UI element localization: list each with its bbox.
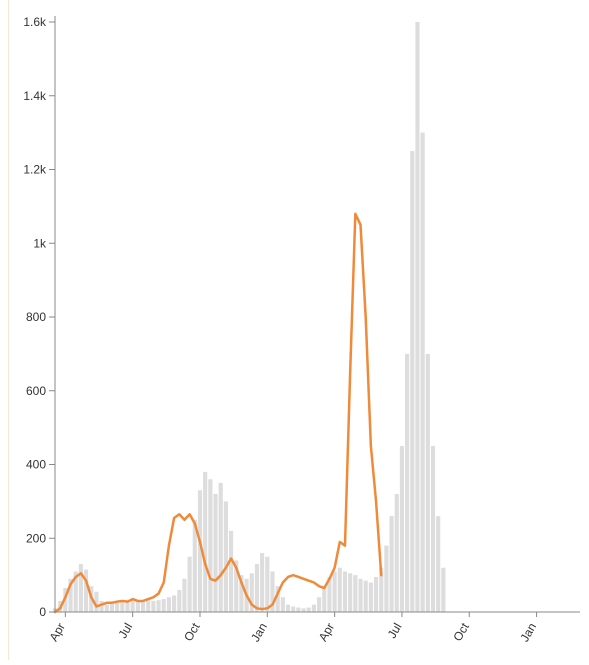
y-tick-label: 1.4k: [23, 89, 47, 103]
bar: [260, 553, 265, 612]
bar: [291, 606, 296, 612]
bar: [120, 601, 125, 612]
bar: [384, 545, 389, 613]
x-tick-label: Apr: [316, 621, 337, 644]
bar: [394, 494, 399, 612]
bar: [353, 575, 358, 613]
line-path: [53, 212, 383, 614]
bar: [166, 597, 171, 612]
bar: [218, 482, 223, 612]
bar: [368, 582, 373, 612]
bar: [187, 556, 192, 612]
bar-series: [52, 22, 446, 613]
bar: [415, 22, 420, 612]
bar: [441, 567, 446, 612]
y-tick-label: 1.2k: [23, 163, 47, 177]
line-series: [53, 212, 383, 614]
bar: [280, 597, 285, 612]
bar: [234, 560, 239, 613]
bar: [104, 604, 109, 613]
bar: [285, 604, 291, 613]
bar: [203, 471, 208, 613]
bar: [115, 602, 120, 612]
bar: [399, 446, 405, 612]
left-border-rule: [8, 0, 9, 660]
bar: [156, 600, 161, 612]
x-tick-label: Jul: [385, 621, 405, 641]
y-tick-label: 1.6k: [23, 15, 47, 29]
bar: [348, 573, 353, 612]
bar: [125, 600, 130, 612]
bar: [197, 490, 203, 612]
bar: [161, 599, 166, 612]
y-tick-label: 0: [39, 605, 46, 619]
bar: [296, 607, 301, 612]
bar: [135, 600, 140, 612]
bar: [239, 575, 244, 613]
bar: [405, 353, 410, 613]
bar: [317, 597, 322, 612]
bar: [172, 595, 177, 612]
bar: [228, 530, 234, 613]
bar: [358, 578, 363, 612]
bar: [275, 586, 280, 612]
bar: [373, 576, 379, 612]
x-tick-label: Oct: [181, 620, 203, 644]
y-tick-label: 1k: [33, 236, 47, 250]
bar: [254, 564, 260, 612]
y-tick-label: 600: [26, 384, 46, 398]
bar: [146, 599, 151, 612]
bar: [425, 353, 430, 613]
bar: [213, 494, 218, 612]
x-tick-label: Jan: [517, 621, 539, 645]
bar: [327, 576, 332, 612]
x-tick-label: Jul: [115, 621, 135, 641]
bar: [306, 607, 311, 612]
bar: [363, 580, 368, 612]
bar: [430, 446, 436, 612]
bar: [322, 586, 327, 612]
bar: [270, 571, 275, 612]
x-tick-label: Apr: [46, 621, 67, 644]
bar: [311, 604, 316, 613]
bar: [301, 608, 306, 612]
bar: [177, 589, 182, 613]
bar: [109, 603, 115, 612]
bar: [342, 571, 348, 612]
y-tick-label: 800: [26, 310, 46, 324]
bar: [332, 571, 337, 612]
bar: [420, 132, 425, 613]
bar: [182, 578, 187, 612]
bar: [379, 567, 384, 612]
bar: [68, 578, 73, 612]
x-tick-label: Jan: [248, 621, 270, 645]
x-tick-label: Oct: [450, 620, 472, 644]
bar: [389, 516, 394, 613]
y-axis: 0 200 400 600 800 1k 1.2k 1.4k 1.6k: [23, 15, 56, 619]
bar: [436, 516, 441, 613]
bar: [140, 601, 146, 612]
bar: [73, 571, 78, 612]
bar: [84, 569, 89, 612]
y-tick-label: 400: [26, 458, 46, 472]
bar: [192, 519, 197, 612]
bar: [337, 567, 342, 612]
bar: [249, 573, 254, 612]
bar: [99, 600, 104, 612]
x-axis: Apr Jul Oct Jan Apr Jul Oct Jan: [46, 611, 580, 645]
bar: [78, 564, 83, 612]
bar: [94, 591, 99, 612]
bar: [208, 479, 213, 612]
bar: [130, 600, 135, 612]
bar: [265, 556, 270, 612]
bar: [223, 501, 228, 613]
y-tick-label: 200: [26, 531, 46, 545]
bar: [410, 151, 415, 612]
bar: [151, 600, 156, 612]
